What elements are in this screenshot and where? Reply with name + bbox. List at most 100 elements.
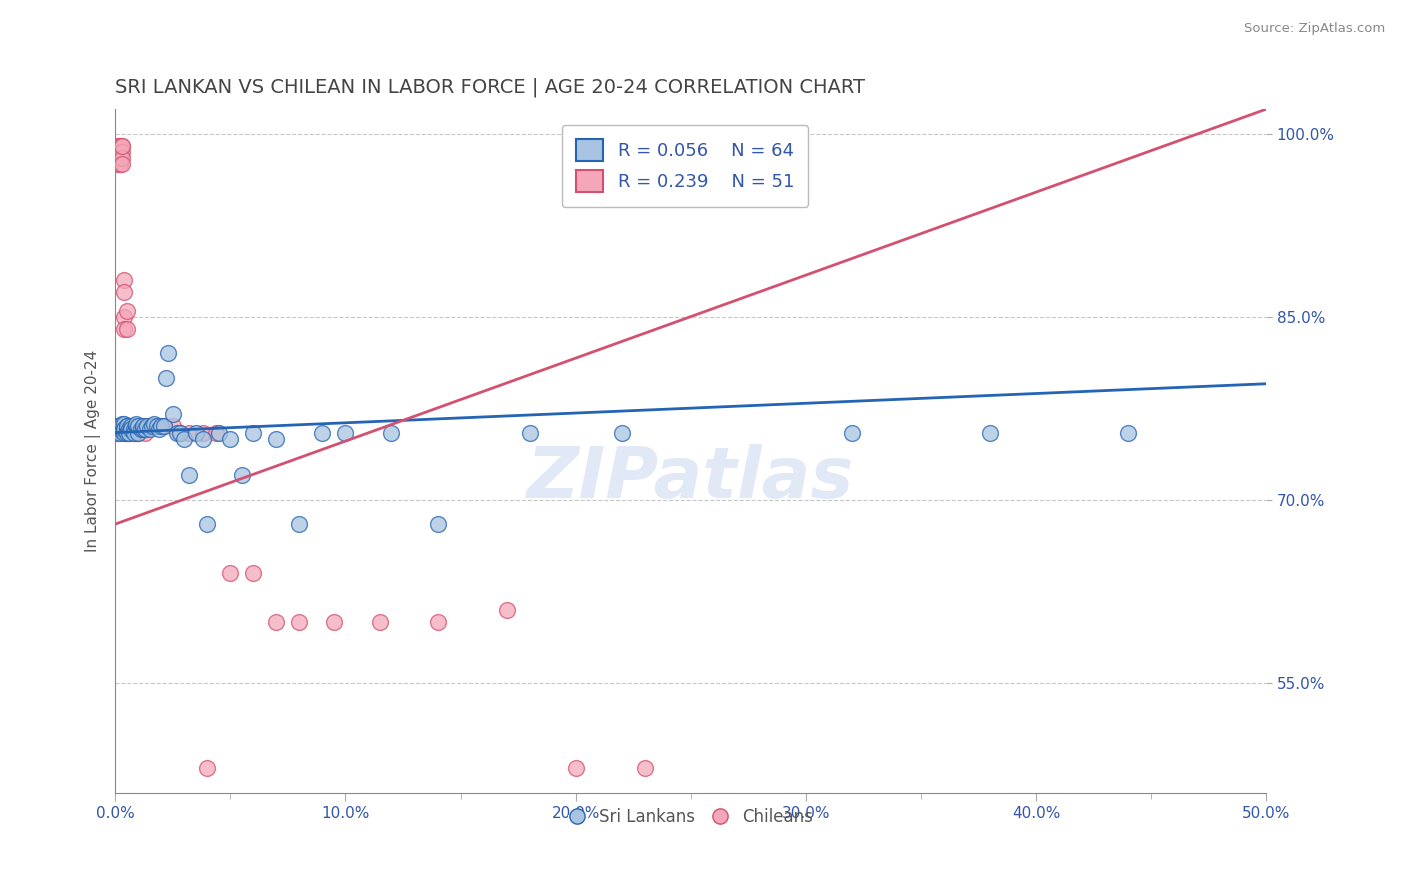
Point: [107, 145, 129, 159]
Point: [195, 761, 218, 775]
Point: [111, 417, 134, 431]
Point: [1116, 425, 1139, 440]
Point: [129, 422, 152, 436]
Point: [111, 145, 134, 159]
Text: Source: ZipAtlas.com: Source: ZipAtlas.com: [1244, 22, 1385, 36]
Point: [112, 417, 135, 431]
Point: [125, 419, 148, 434]
Point: [120, 422, 142, 436]
Point: [120, 419, 142, 434]
Point: [143, 419, 166, 434]
Point: [122, 425, 145, 440]
Point: [115, 303, 138, 318]
Point: [132, 419, 155, 434]
Text: ZIPatlas: ZIPatlas: [527, 443, 855, 513]
Point: [112, 273, 135, 287]
Point: [112, 310, 135, 324]
Point: [231, 468, 253, 483]
Point: [184, 425, 207, 440]
Point: [380, 425, 402, 440]
Point: [115, 419, 138, 434]
Point: [107, 138, 129, 153]
Point: [157, 346, 180, 360]
Point: [112, 422, 135, 436]
Point: [162, 407, 184, 421]
Point: [111, 138, 134, 153]
Point: [311, 425, 333, 440]
Point: [177, 425, 200, 440]
Point: [205, 425, 228, 440]
Point: [118, 419, 141, 434]
Point: [107, 157, 129, 171]
Point: [108, 419, 131, 434]
Point: [219, 432, 242, 446]
Point: [979, 425, 1001, 440]
Point: [112, 322, 135, 336]
Point: [115, 419, 138, 434]
Point: [152, 419, 174, 434]
Point: [125, 425, 148, 440]
Point: [495, 602, 517, 616]
Point: [122, 422, 145, 436]
Point: [266, 615, 288, 629]
Point: [148, 422, 170, 436]
Point: [426, 517, 449, 532]
Point: [118, 425, 141, 440]
Point: [634, 761, 657, 775]
Point: [108, 145, 131, 159]
Point: [129, 419, 152, 434]
Point: [115, 322, 138, 336]
Point: [177, 468, 200, 483]
Point: [112, 425, 135, 440]
Point: [112, 425, 135, 440]
Text: SRI LANKAN VS CHILEAN IN LABOR FORCE | AGE 20-24 CORRELATION CHART: SRI LANKAN VS CHILEAN IN LABOR FORCE | A…: [115, 78, 865, 97]
Point: [107, 425, 129, 440]
Point: [219, 566, 242, 580]
Point: [148, 419, 170, 434]
Point: [115, 425, 138, 440]
Point: [195, 517, 218, 532]
Point: [112, 422, 135, 436]
Point: [335, 425, 357, 440]
Point: [564, 761, 586, 775]
Point: [108, 138, 131, 153]
Point: [127, 425, 149, 440]
Point: [111, 419, 134, 434]
Point: [242, 425, 264, 440]
Point: [118, 422, 141, 436]
Point: [115, 422, 138, 436]
Point: [127, 419, 149, 434]
Point: [519, 425, 541, 440]
Point: [166, 425, 188, 440]
Point: [111, 138, 134, 153]
Point: [111, 151, 134, 165]
Point: [150, 419, 173, 434]
Point: [111, 157, 134, 171]
Point: [107, 419, 129, 434]
Point: [108, 151, 131, 165]
Point: [368, 615, 391, 629]
Point: [136, 419, 159, 434]
Point: [169, 425, 191, 440]
Point: [138, 419, 160, 434]
Legend: Sri Lankans, Chileans: Sri Lankans, Chileans: [562, 801, 820, 832]
Point: [115, 425, 138, 440]
Point: [143, 417, 166, 431]
Point: [127, 425, 149, 440]
Point: [108, 425, 131, 440]
Point: [152, 419, 174, 434]
Point: [120, 419, 142, 434]
Point: [111, 425, 134, 439]
Point: [122, 425, 145, 440]
Point: [266, 432, 288, 446]
Point: [841, 425, 863, 440]
Point: [122, 419, 145, 434]
Y-axis label: In Labor Force | Age 20-24: In Labor Force | Age 20-24: [86, 350, 101, 552]
Point: [108, 157, 131, 171]
Point: [242, 566, 264, 580]
Point: [191, 432, 214, 446]
Point: [111, 422, 134, 436]
Point: [191, 425, 214, 440]
Point: [288, 517, 311, 532]
Point: [162, 419, 184, 434]
